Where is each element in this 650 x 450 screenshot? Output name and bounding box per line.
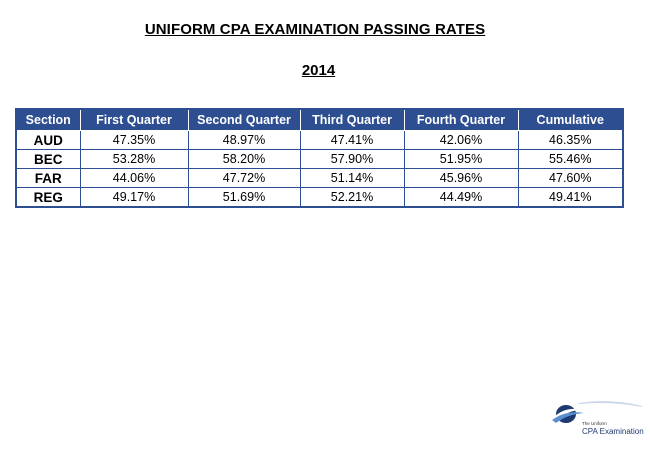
table-header-row: Section First Quarter Second Quarter Thi…	[15, 108, 624, 131]
cumulative-cell: 47.60%	[517, 168, 624, 188]
logo-big-text: CPA Examination	[582, 427, 644, 436]
rate-cell: 51.95%	[403, 149, 519, 169]
column-header-third-quarter: Third Quarter	[299, 108, 405, 131]
section-cell: REG	[15, 187, 81, 208]
report-year: 2014	[301, 62, 336, 79]
section-cell: FAR	[15, 168, 81, 188]
rate-cell: 47.41%	[299, 130, 405, 150]
rate-cell: 49.17%	[79, 187, 189, 208]
rate-cell: 44.06%	[79, 168, 189, 188]
cumulative-cell: 55.46%	[517, 149, 624, 169]
rate-cell: 57.90%	[299, 149, 405, 169]
column-header-second-quarter: Second Quarter	[187, 108, 301, 131]
cpa-examination-logo: The Uniform CPA Examination	[552, 400, 644, 440]
logo-small-text: The Uniform	[582, 421, 607, 426]
rate-cell: 47.72%	[187, 168, 301, 188]
table-row: AUD 47.35% 48.97% 47.41% 42.06% 46.35%	[15, 130, 624, 150]
cumulative-cell: 46.35%	[517, 130, 624, 150]
page-title: UNIFORM CPA EXAMINATION PASSING RATES	[144, 21, 486, 38]
column-header-first-quarter: First Quarter	[79, 108, 189, 131]
table-row: BEC 53.28% 58.20% 57.90% 51.95% 55.46%	[15, 149, 624, 169]
rate-cell: 42.06%	[403, 130, 519, 150]
rate-cell: 53.28%	[79, 149, 189, 169]
column-header-section: Section	[15, 108, 81, 131]
cumulative-cell: 49.41%	[517, 187, 624, 208]
rate-cell: 52.21%	[299, 187, 405, 208]
rate-cell: 47.35%	[79, 130, 189, 150]
rate-cell: 58.20%	[187, 149, 301, 169]
table-row: FAR 44.06% 47.72% 51.14% 45.96% 47.60%	[15, 168, 624, 188]
table-row: REG 49.17% 51.69% 52.21% 44.49% 49.41%	[15, 187, 624, 208]
rate-cell: 48.97%	[187, 130, 301, 150]
passing-rates-table: Section First Quarter Second Quarter Thi…	[15, 108, 624, 208]
section-cell: BEC	[15, 149, 81, 169]
rate-cell: 51.14%	[299, 168, 405, 188]
rate-cell: 51.69%	[187, 187, 301, 208]
rate-cell: 45.96%	[403, 168, 519, 188]
column-header-fourth-quarter: Fourth Quarter	[403, 108, 519, 131]
globe-swoosh-icon	[552, 401, 642, 423]
rate-cell: 44.49%	[403, 187, 519, 208]
section-cell: AUD	[15, 130, 81, 150]
column-header-cumulative: Cumulative	[517, 108, 624, 131]
